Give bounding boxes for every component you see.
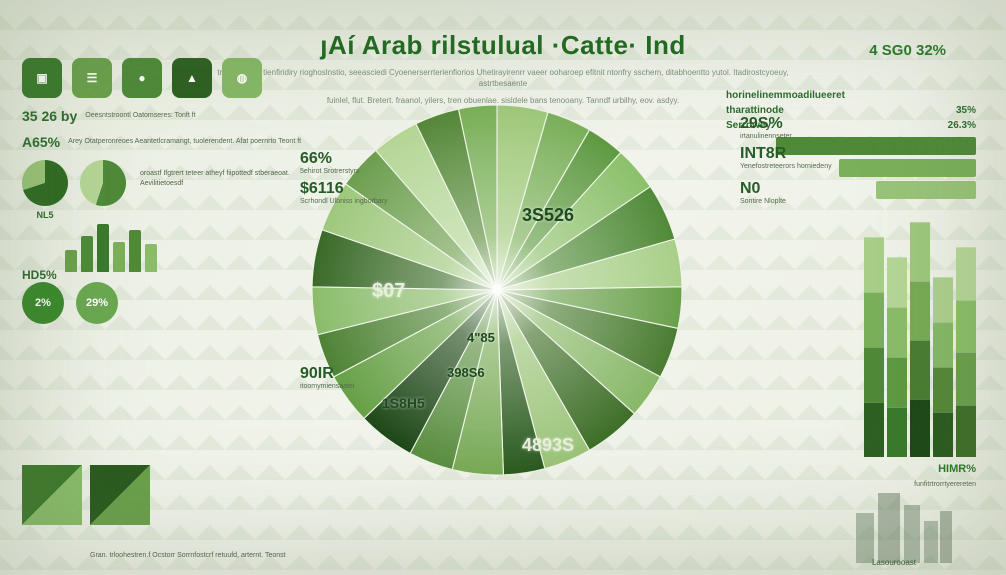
- bar-segment: [864, 292, 884, 347]
- pie-overlay-label: $07: [372, 280, 405, 303]
- bar-segment: [956, 352, 976, 405]
- right-bottom-label: HIMR%: [726, 463, 976, 475]
- bar-segment: [933, 367, 953, 412]
- stat-3-label: HD5%: [22, 268, 57, 282]
- h-bar: [876, 181, 976, 199]
- icon-tile: ●: [122, 58, 162, 98]
- pie-svg: [312, 105, 682, 475]
- pie-overlay-label: 3S526: [522, 205, 574, 226]
- right-stat-row: horinelinemmoadilueeret: [726, 90, 976, 101]
- callout-label: 66%5ehirot Srotrerstyrs: [300, 150, 360, 175]
- mini-pie: [80, 160, 126, 206]
- stat-block-2: A65% Arey Otatperonreoes Aeantetlcramang…: [22, 134, 302, 150]
- mini-bar: [81, 236, 93, 272]
- stacked-bar: [864, 237, 884, 457]
- bar-segment: [933, 277, 953, 322]
- bar-segment: [910, 222, 930, 281]
- mini-bar: [97, 224, 109, 272]
- bar-segment: [956, 300, 976, 352]
- bar-segment: [910, 340, 930, 399]
- stat-1-text: Oeesntstroontl Oatomseres: Tonft ft: [85, 111, 195, 120]
- stacked-bar: [910, 222, 930, 457]
- mini-bar: [113, 242, 125, 272]
- building-label: Lasourooast: [872, 558, 916, 567]
- callout-label: $6116Scrhondl Ulbniss ingborbary: [300, 180, 388, 205]
- stacked-bar: [933, 277, 953, 457]
- icon-tile: ◍: [222, 58, 262, 98]
- stat-2-text: Arey Otatperonreoes Aeantetlcramangt, tu…: [68, 137, 301, 146]
- blurb-1: oroastf Ifgtrert teteer atheyf fiipotted…: [140, 169, 302, 189]
- bottom-left-blurb: Gran. trloohestren.f Ocstorr Sorrnfostcr…: [90, 551, 290, 561]
- callout-label: 29S%irtanulinennseter: [740, 115, 792, 140]
- pie-overlay-label: 1S8H5: [382, 395, 425, 411]
- bar-segment: [887, 257, 907, 307]
- bar-segment: [956, 405, 976, 457]
- bar-segment: [910, 281, 930, 340]
- bar-segment: [887, 307, 907, 357]
- percent-circle: 29%: [76, 282, 118, 324]
- stacked-bar: [956, 247, 976, 457]
- building-silhouette-icon: [846, 483, 956, 563]
- bar-segment: [887, 357, 907, 407]
- mini-bar: [65, 250, 77, 272]
- stat-2-num: A65%: [22, 134, 60, 150]
- bar-segment: [864, 402, 884, 457]
- mini-bar: [129, 230, 141, 272]
- circle-row: 2% 29%: [22, 282, 302, 324]
- icon-tile: ▣: [22, 58, 62, 98]
- stat-1-num: 35 26 by: [22, 108, 77, 124]
- bar-segment: [887, 407, 907, 457]
- icon-tile: ☰: [72, 58, 112, 98]
- mini-pie-row: NL5 oroastf Ifgtrert teteer atheyf fiipo…: [22, 160, 302, 206]
- bottom-left-squares: [22, 465, 150, 525]
- mini-bar-block: HD5%: [22, 216, 302, 282]
- mini-bar: [145, 244, 157, 272]
- pie-overlay-label: 4"85: [467, 330, 495, 345]
- stacked-bar: [887, 257, 907, 457]
- mini-pie-label: NL5: [22, 210, 68, 220]
- callout-label: INT8RYenefostreteerors horniedeny: [740, 145, 832, 170]
- split-square: [22, 465, 82, 525]
- percent-circle: 2%: [22, 282, 64, 324]
- page-title: ȷAí Arab rilstulual ·Catte· Ind: [0, 30, 1006, 61]
- split-square: [90, 465, 150, 525]
- icon-tile: ▲: [172, 58, 212, 98]
- bar-segment: [864, 347, 884, 402]
- callout-label: N0Sontire Nloplte: [740, 180, 786, 205]
- icon-row: ▣☰●▲◍: [22, 58, 302, 98]
- bar-segment: [933, 322, 953, 367]
- callout-label: 90IRitoomymiensaatei: [300, 365, 354, 390]
- mini-pie: NL5: [22, 160, 68, 206]
- h-bar: [839, 159, 977, 177]
- bar-segment: [933, 412, 953, 457]
- stat-block-1: 35 26 by Oeesntstroontl Oatomseres: Tonf…: [22, 108, 302, 124]
- bar-segment: [956, 247, 976, 300]
- pie-overlay-label: 398S6: [447, 365, 485, 380]
- mini-bar-chart: [65, 222, 157, 272]
- left-column: ▣☰●▲◍ 35 26 by Oeesntstroontl Oatomseres…: [22, 58, 302, 324]
- bar-segment: [864, 237, 884, 292]
- stacked-bar-chart: [726, 217, 976, 457]
- bar-segment: [910, 399, 930, 457]
- pie-chart: 3S526 $07 4"85 398S6 1S8H5 4893S: [312, 105, 682, 475]
- top-right-stat: 4 SG0 32%: [869, 42, 946, 59]
- pie-overlay-label: 4893S: [522, 435, 574, 456]
